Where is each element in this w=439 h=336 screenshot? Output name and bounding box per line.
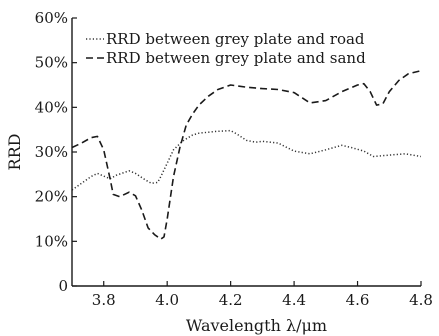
plot-area <box>72 69 421 240</box>
y-tick-label-0: 0 <box>58 277 68 295</box>
y-tick-label-5: 50% <box>35 54 68 72</box>
x-tick-label-4: 4.6 <box>346 291 370 309</box>
y-tick-label-2: 20% <box>35 188 68 206</box>
series-line-2 <box>72 69 421 240</box>
x-tick-label-2: 4.2 <box>219 291 243 309</box>
axes: 0 10% 20% 30% 40% 50% 60% 3.8 4.0 4.2 4.4 4.6 4.8 Wav… <box>5 9 433 335</box>
legend-label-2: RRD between grey plate and sand <box>106 49 366 67</box>
y-tick-label-1: 10% <box>35 232 68 250</box>
x-tick-label-3: 4.4 <box>282 291 306 309</box>
y-tick-label-3: 30% <box>35 143 68 161</box>
x-tick-label-5: 4.8 <box>409 291 433 309</box>
x-axis-title: Wavelength λ/μm <box>186 316 327 335</box>
series-line-1 <box>72 129 421 191</box>
legend-label-1: RRD between grey plate and road <box>106 30 365 48</box>
y-axis-title: RRD <box>5 134 24 171</box>
x-tick-label-1: 4.0 <box>155 291 179 309</box>
y-tick-label-4: 40% <box>35 98 68 116</box>
x-tick-label-0: 3.8 <box>92 291 116 309</box>
y-tick-label-6: 60% <box>35 9 68 27</box>
